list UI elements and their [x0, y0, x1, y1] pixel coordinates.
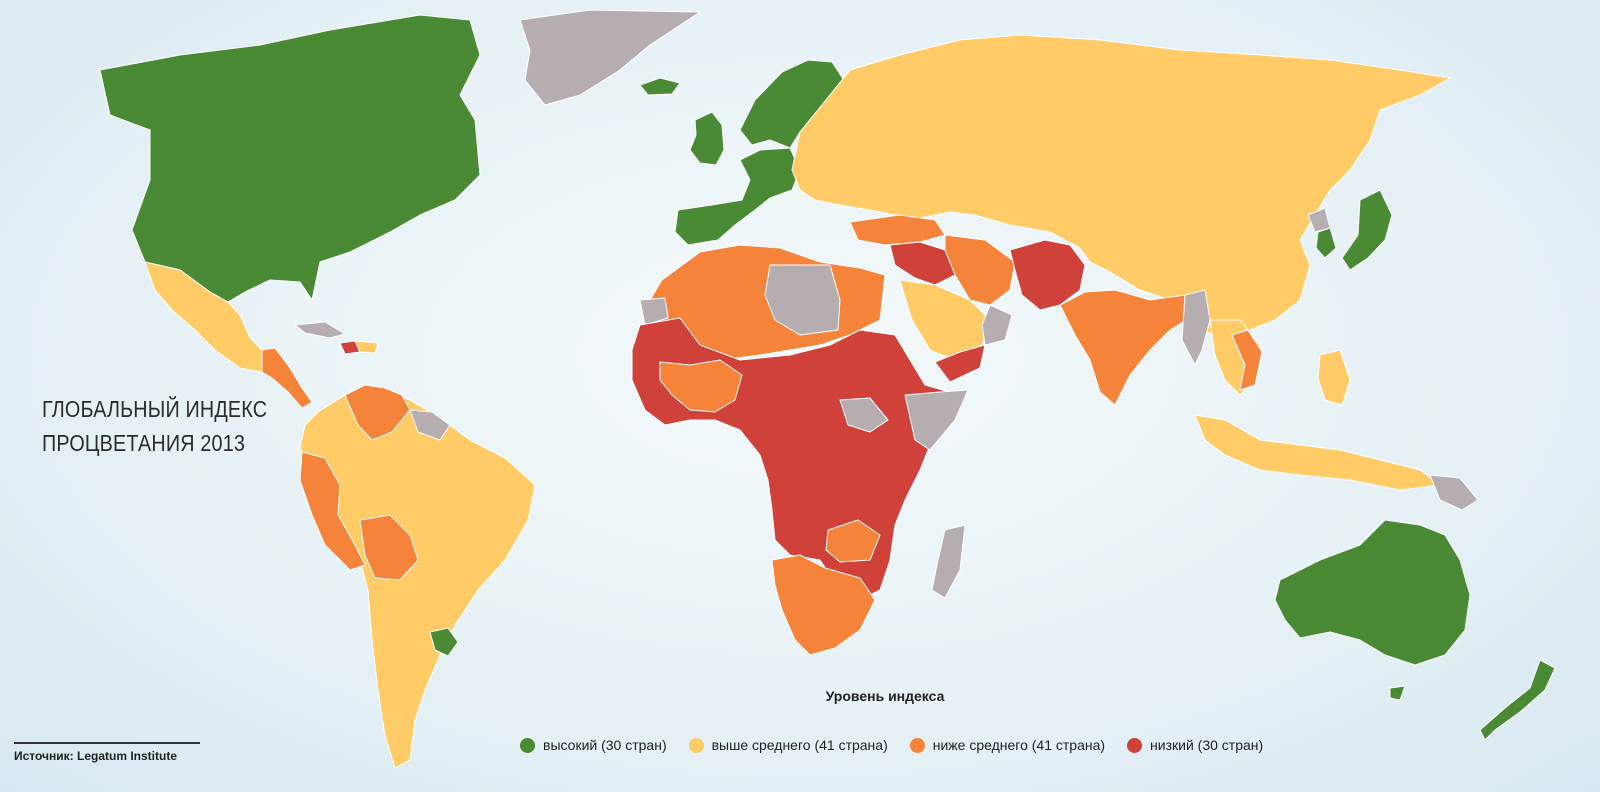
legend-dot-below-average: [909, 737, 925, 753]
region-british-isles: [689, 111, 725, 166]
region-oman: [981, 304, 1013, 346]
region-west-africa-orange: [659, 359, 743, 413]
region-myanmar: [1181, 289, 1211, 366]
legend-item-below-average: ниже среднего (41 страна): [909, 737, 1106, 753]
region-bolivia: [359, 514, 419, 581]
legend-dot-high: [520, 737, 535, 753]
region-madagascar: [931, 524, 966, 599]
region-afghanistan-pakistan: [1009, 239, 1086, 311]
region-iceland: [639, 77, 681, 96]
legend-label-below-average: ниже среднего (41 страна): [932, 737, 1106, 753]
map-title: ГЛОБАЛЬНЫЙ ИНДЕКС ПРОЦВЕТАНИЯ 2013: [42, 392, 304, 460]
legend-label-low: низкий (30 стран): [1150, 737, 1264, 753]
region-western-sahara: [639, 297, 669, 326]
region-peru: [299, 451, 366, 571]
region-greenland: [519, 9, 701, 106]
region-zambia: [825, 519, 881, 563]
region-dominican: [354, 340, 379, 354]
region-tasmania: [1389, 685, 1406, 701]
legend-label-high: высокий (30 стран): [543, 737, 667, 753]
legend-dot-above-average: [688, 737, 704, 753]
region-ethiopia-somalia: [904, 389, 969, 451]
region-cuba: [294, 321, 346, 339]
legend-title: Уровень индекса: [825, 688, 945, 704]
region-north-korea: [1307, 207, 1331, 233]
region-japan: [1341, 189, 1393, 271]
region-saudi-arabia: [899, 279, 991, 361]
region-libya: [764, 264, 841, 336]
region-indonesia: [1194, 414, 1441, 491]
source-note: Источник: Legatum Institute: [14, 742, 200, 763]
legend-dot-low: [1127, 737, 1143, 753]
region-north-america: [99, 14, 481, 303]
legend-label-above-average: выше среднего (41 страна): [711, 737, 888, 753]
region-png: [1429, 474, 1479, 511]
region-new-zealand: [1479, 659, 1556, 741]
region-guianas: [409, 409, 451, 441]
region-central-america: [261, 347, 313, 409]
region-southern-africa: [771, 554, 876, 656]
region-uruguay: [429, 627, 459, 657]
legend-item-low: низкий (30 стран): [1127, 737, 1263, 753]
map-title-line2: ПРОЦВЕТАНИЯ 2013: [42, 430, 246, 456]
region-vietnam-laos: [1231, 329, 1263, 391]
legend: высокий (30 стран) выше среднего (41 стр…: [520, 734, 1285, 756]
map-title-line1: ГЛОБАЛЬНЫЙ ИНДЕКС: [42, 396, 268, 422]
legend-item-high: высокий (30 стран): [520, 737, 667, 753]
region-south-korea: [1315, 227, 1337, 259]
legend-item-above-average: выше среднего (41 страна): [688, 737, 888, 753]
region-india: [1059, 289, 1196, 406]
region-australia: [1274, 519, 1471, 666]
region-iraq-syria: [889, 241, 956, 286]
region-yemen: [934, 344, 986, 383]
region-east-africa-gray: [839, 397, 889, 433]
region-turkey: [849, 214, 946, 246]
region-philippines: [1317, 349, 1351, 406]
region-south-america: [299, 387, 536, 769]
source-label: Источник:: [14, 749, 74, 763]
source-name: Legatum Institute: [77, 749, 178, 763]
region-west-europe: [674, 147, 801, 246]
